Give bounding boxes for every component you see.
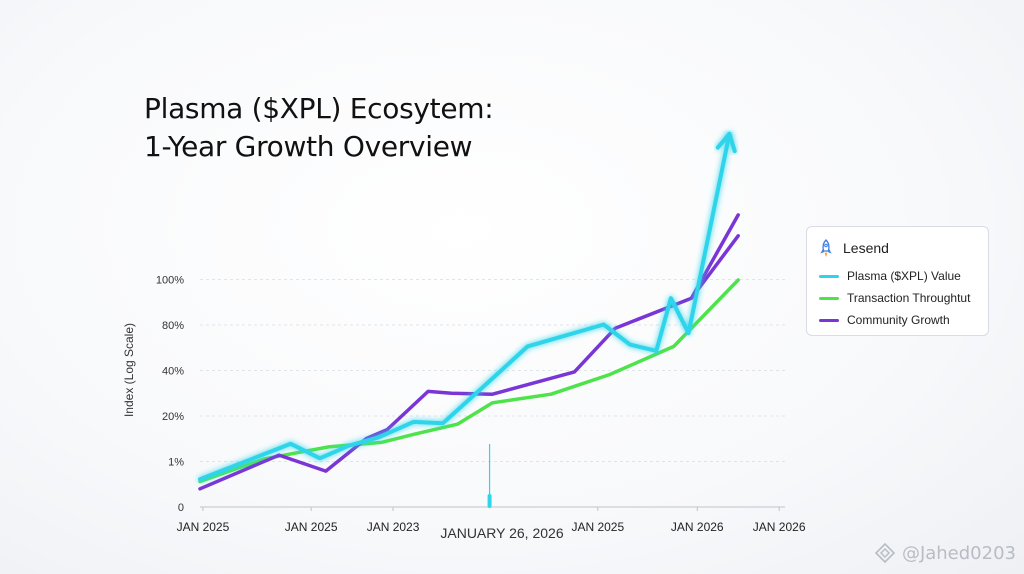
series-lines [198,131,740,491]
y-tick-label: 100% [156,275,184,287]
chart-title-line-2: 1-Year Growth Overview [144,130,473,163]
x-tick-label: JAN 2025 [285,520,338,534]
x-tick-label: JAN 2025 [177,520,230,534]
y-tick-label: 80% [162,320,184,332]
legend-header: Lesend [819,239,889,257]
diamond-logo-icon [874,542,896,564]
date-marker-label: JANUARY 26, 2026 [440,525,563,541]
legend-item-value: Plasma ($XPL) Value [819,269,961,283]
legend-label-value: Plasma ($XPL) Value [847,269,961,283]
watermark: @Jahed0203 [874,542,1016,564]
chart-title: Plasma ($XPL) Ecosytem: 1-Year Growth Ov… [144,90,494,166]
y-tick-label: 0 [178,502,184,514]
y-tick-label: 1% [168,457,184,469]
legend-item-community: Community Growth [819,313,950,327]
date-marker-pin [487,494,492,508]
axis-ticks: 0 1% 20% 40% 80% 100% JAN 2025 JAN 2025 JAN 2023… [156,275,806,535]
x-tick-label: JAN 2025 [571,520,624,534]
y-tick-label: 20% [162,411,184,423]
watermark-text: @Jahed0203 [901,542,1016,564]
date-marker [487,444,492,508]
value-arrow-head [715,131,737,154]
gridlines [200,279,785,508]
series-line-community [198,234,740,491]
legend-item-throughput: Transaction Throughtut [819,291,970,305]
chart-title-line-1: Plasma ($XPL) Ecosytem: [144,92,494,125]
legend: Lesend Plasma ($XPL) Value Transaction T… [806,226,989,336]
y-tick-label: 40% [162,366,184,378]
legend-title: Lesend [843,240,889,256]
legend-label-community: Community Growth [847,313,950,327]
legend-swatch-value [819,274,839,278]
rocket-icon [820,239,832,257]
legend-swatch-community [819,318,839,322]
series-line-value [198,131,732,482]
x-tick-label: JAN 2026 [671,520,724,534]
x-tick-label: JAN 2023 [367,520,420,534]
x-tick-label: JAN 2026 [753,520,806,534]
y-axis-label: Index (Log Scale) [122,323,136,417]
legend-label-throughput: Transaction Throughtut [847,291,971,305]
legend-swatch-throughput [819,296,839,300]
